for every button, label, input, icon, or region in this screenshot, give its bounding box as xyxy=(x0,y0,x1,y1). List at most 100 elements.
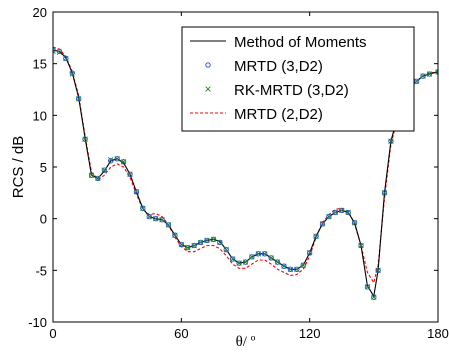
data-point xyxy=(326,213,332,220)
data-point xyxy=(351,220,358,226)
y-tick-label: -5 xyxy=(35,263,47,278)
data-point xyxy=(381,190,388,196)
legend-label: MRTD (3,D2) xyxy=(234,58,323,75)
data-point xyxy=(204,237,210,244)
data-point xyxy=(307,250,313,256)
data-point xyxy=(133,189,140,195)
plot-content xyxy=(53,46,438,300)
data-point xyxy=(236,260,242,266)
data-point xyxy=(114,156,120,162)
data-point xyxy=(53,48,56,54)
data-point xyxy=(223,247,229,253)
x-tick-label: 0 xyxy=(49,326,56,341)
data-point xyxy=(371,294,377,300)
data-point xyxy=(159,217,165,223)
data-point xyxy=(133,189,140,195)
x-axis-label: θ/ º xyxy=(236,334,256,350)
data-point xyxy=(332,209,339,216)
legend-label: RK-MRTD (3,D2) xyxy=(234,82,349,99)
legend-label: MRTD (2,D2) xyxy=(234,106,323,123)
data-point xyxy=(88,172,95,178)
data-point xyxy=(332,209,338,216)
data-point xyxy=(274,259,281,265)
data-point xyxy=(63,55,69,62)
data-point xyxy=(358,242,364,249)
legend-entry: Method of Moments xyxy=(190,34,367,51)
data-point xyxy=(375,267,381,273)
data-point xyxy=(371,294,377,300)
data-point xyxy=(358,242,364,249)
data-point xyxy=(197,239,204,246)
data-point xyxy=(127,171,133,177)
data-point xyxy=(101,167,107,173)
data-point xyxy=(351,220,358,226)
series-dashed-line xyxy=(53,46,438,284)
data-point xyxy=(294,266,300,272)
data-point xyxy=(204,237,210,244)
data-point xyxy=(319,221,326,227)
data-point xyxy=(146,213,152,220)
x-tick-label: 120 xyxy=(299,326,321,341)
data-point xyxy=(313,233,319,239)
legend-entry: MRTD (3,D2) xyxy=(205,58,323,75)
data-point xyxy=(294,266,300,273)
data-point xyxy=(197,239,204,246)
data-point xyxy=(56,48,63,54)
data-point xyxy=(388,138,394,144)
data-point xyxy=(242,259,249,265)
axis-ticks: 0 60 120 180 -10 -5 0 5 10 15 20 xyxy=(28,5,449,341)
data-point xyxy=(69,70,75,76)
data-point xyxy=(281,263,287,269)
data-point xyxy=(268,255,274,261)
legend-label: Method of Moments xyxy=(234,34,367,51)
data-point xyxy=(120,159,127,165)
data-point xyxy=(185,244,191,251)
legend-entry: MRTD (2,D2) xyxy=(190,106,323,123)
y-tick-label: 10 xyxy=(33,108,47,123)
legend-entry: RK-MRTD (3,D2) xyxy=(205,82,349,99)
data-point xyxy=(114,156,120,162)
data-point xyxy=(108,158,114,164)
data-point xyxy=(319,221,326,227)
data-point xyxy=(339,207,345,214)
data-point xyxy=(210,236,217,242)
data-point xyxy=(69,71,75,77)
data-point xyxy=(172,232,178,238)
data-point xyxy=(313,233,319,239)
data-point xyxy=(75,96,82,102)
data-point xyxy=(364,284,371,290)
y-tick-label: 0 xyxy=(40,212,47,227)
data-point xyxy=(153,216,159,222)
data-point xyxy=(82,136,88,142)
y-tick-label: 5 xyxy=(40,160,47,175)
data-point xyxy=(88,172,95,178)
data-point xyxy=(249,254,255,260)
data-point xyxy=(364,284,371,290)
data-point xyxy=(178,241,184,248)
data-point xyxy=(287,266,294,273)
data-point xyxy=(255,251,262,257)
legend: Method of Moments MRTD (3,D2) RK-MRTD (3,D… xyxy=(181,26,415,132)
data-point xyxy=(268,255,274,261)
data-point xyxy=(82,136,88,142)
data-point xyxy=(413,78,420,84)
data-point xyxy=(53,47,56,53)
data-point xyxy=(210,236,217,243)
x-tick-label: 180 xyxy=(427,326,449,341)
data-point xyxy=(345,209,351,216)
data-point xyxy=(326,213,332,220)
data-point xyxy=(165,222,172,228)
data-point xyxy=(420,73,426,79)
data-point xyxy=(236,260,242,266)
legend-box xyxy=(181,26,415,132)
data-point xyxy=(262,251,268,257)
data-point xyxy=(120,159,127,165)
data-point xyxy=(191,242,197,249)
data-point xyxy=(255,251,261,257)
data-point xyxy=(152,215,159,222)
data-point xyxy=(426,71,433,77)
data-point xyxy=(388,138,394,144)
data-point xyxy=(339,207,345,214)
data-point xyxy=(420,73,426,79)
data-point xyxy=(249,254,255,260)
